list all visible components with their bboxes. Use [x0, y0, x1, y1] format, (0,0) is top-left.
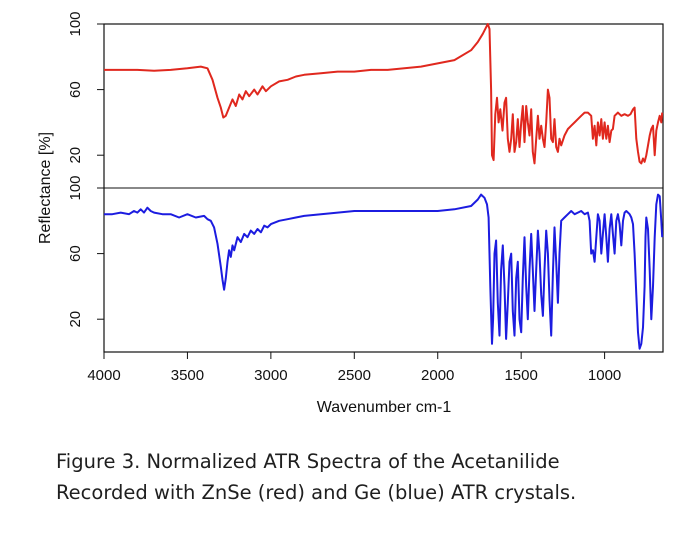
- x-axis-title: Wavenumber cm-1: [317, 399, 452, 416]
- spectra-chart: 20 60 100 20 60 100 4000 3500 3000 2500 2000 1500…: [37, 11, 664, 416]
- x-tick-label: 4000: [87, 367, 120, 384]
- y-tick-label: 60: [67, 81, 84, 98]
- y-tick-label: 60: [67, 245, 84, 262]
- x-tick-label: 3000: [254, 367, 287, 384]
- x-tick-label: 2500: [338, 367, 371, 384]
- figure-caption: Figure 3. Normalized ATR Spectra of the …: [56, 446, 656, 508]
- series-layer: [104, 23, 664, 350]
- y-tick-label: 100: [67, 175, 84, 200]
- x-tick-label: 1000: [588, 367, 621, 384]
- y-tick-label: 100: [67, 11, 84, 36]
- x-tick-label: 3500: [171, 367, 204, 384]
- y-axis-top: 20 60 100: [67, 11, 104, 164]
- x-axis: 4000 3500 3000 2500 2000 1500 1000: [87, 352, 621, 384]
- y-axis-bottom: 20 60 100: [67, 175, 104, 328]
- x-tick-label: 2000: [421, 367, 454, 384]
- caption-line-2: Recorded with ZnSe (red) and Ge (blue) A…: [56, 481, 577, 504]
- series-line-bottom: [104, 193, 664, 350]
- x-tick-label: 1500: [504, 367, 537, 384]
- y-axis-title: Reflectance [%]: [37, 132, 54, 244]
- caption-line-1: Figure 3. Normalized ATR Spectra of the …: [56, 450, 560, 473]
- series-line-top: [104, 23, 664, 165]
- y-tick-label: 20: [67, 147, 84, 164]
- y-tick-label: 20: [67, 311, 84, 328]
